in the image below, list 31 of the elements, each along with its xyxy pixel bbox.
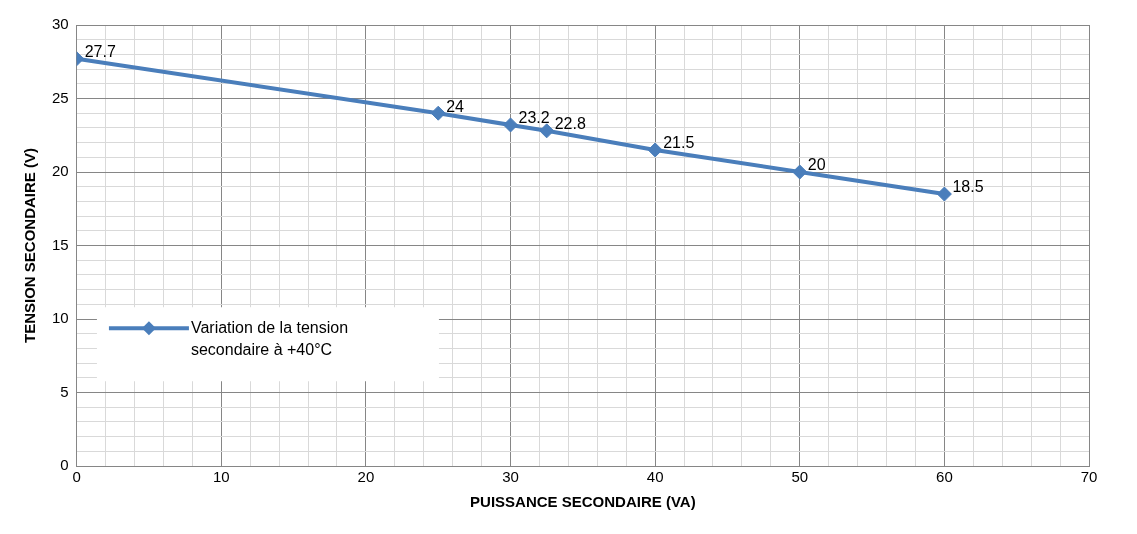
point	[539, 123, 555, 139]
point	[430, 105, 446, 121]
data-label: 20	[807, 156, 826, 174]
y-tick-label: 0	[60, 456, 69, 474]
x-tick-label: 70	[1080, 468, 1098, 486]
data-label: 27.7	[84, 43, 116, 61]
point	[936, 186, 952, 202]
x-tick-label: 0	[72, 468, 81, 486]
point	[503, 117, 519, 133]
y-tick-label: 5	[60, 382, 69, 400]
x-axis-title: PUISSANCE SECONDAIRE (VA)	[470, 493, 696, 511]
data-label: 24	[446, 97, 465, 115]
y-tick-label: 30	[52, 15, 69, 33]
x-tick-label: 60	[936, 468, 953, 486]
data-label: 18.5	[952, 178, 984, 196]
x-tick-label: 10	[212, 468, 230, 486]
legend-label: Variation de la tension secondaire à +40°C	[190, 319, 349, 359]
data-label: 23.2	[518, 109, 550, 127]
data-label: 22.8	[554, 115, 586, 133]
y-tick-label: 10	[52, 309, 69, 327]
y-tick-label: 20	[52, 162, 69, 180]
y-tick-label: 15	[52, 235, 69, 253]
x-tick-label: 40	[646, 468, 664, 486]
point	[647, 142, 663, 158]
x-tick-label: 20	[357, 468, 375, 486]
x-tick-label: 30	[502, 468, 519, 486]
x-tick-label: 50	[791, 468, 809, 486]
y-axis-title: TENSION SECONDAIRE (V)	[21, 147, 39, 344]
y-tick-label: 25	[52, 88, 69, 106]
point	[792, 164, 808, 180]
data-label: 21.5	[663, 134, 695, 152]
